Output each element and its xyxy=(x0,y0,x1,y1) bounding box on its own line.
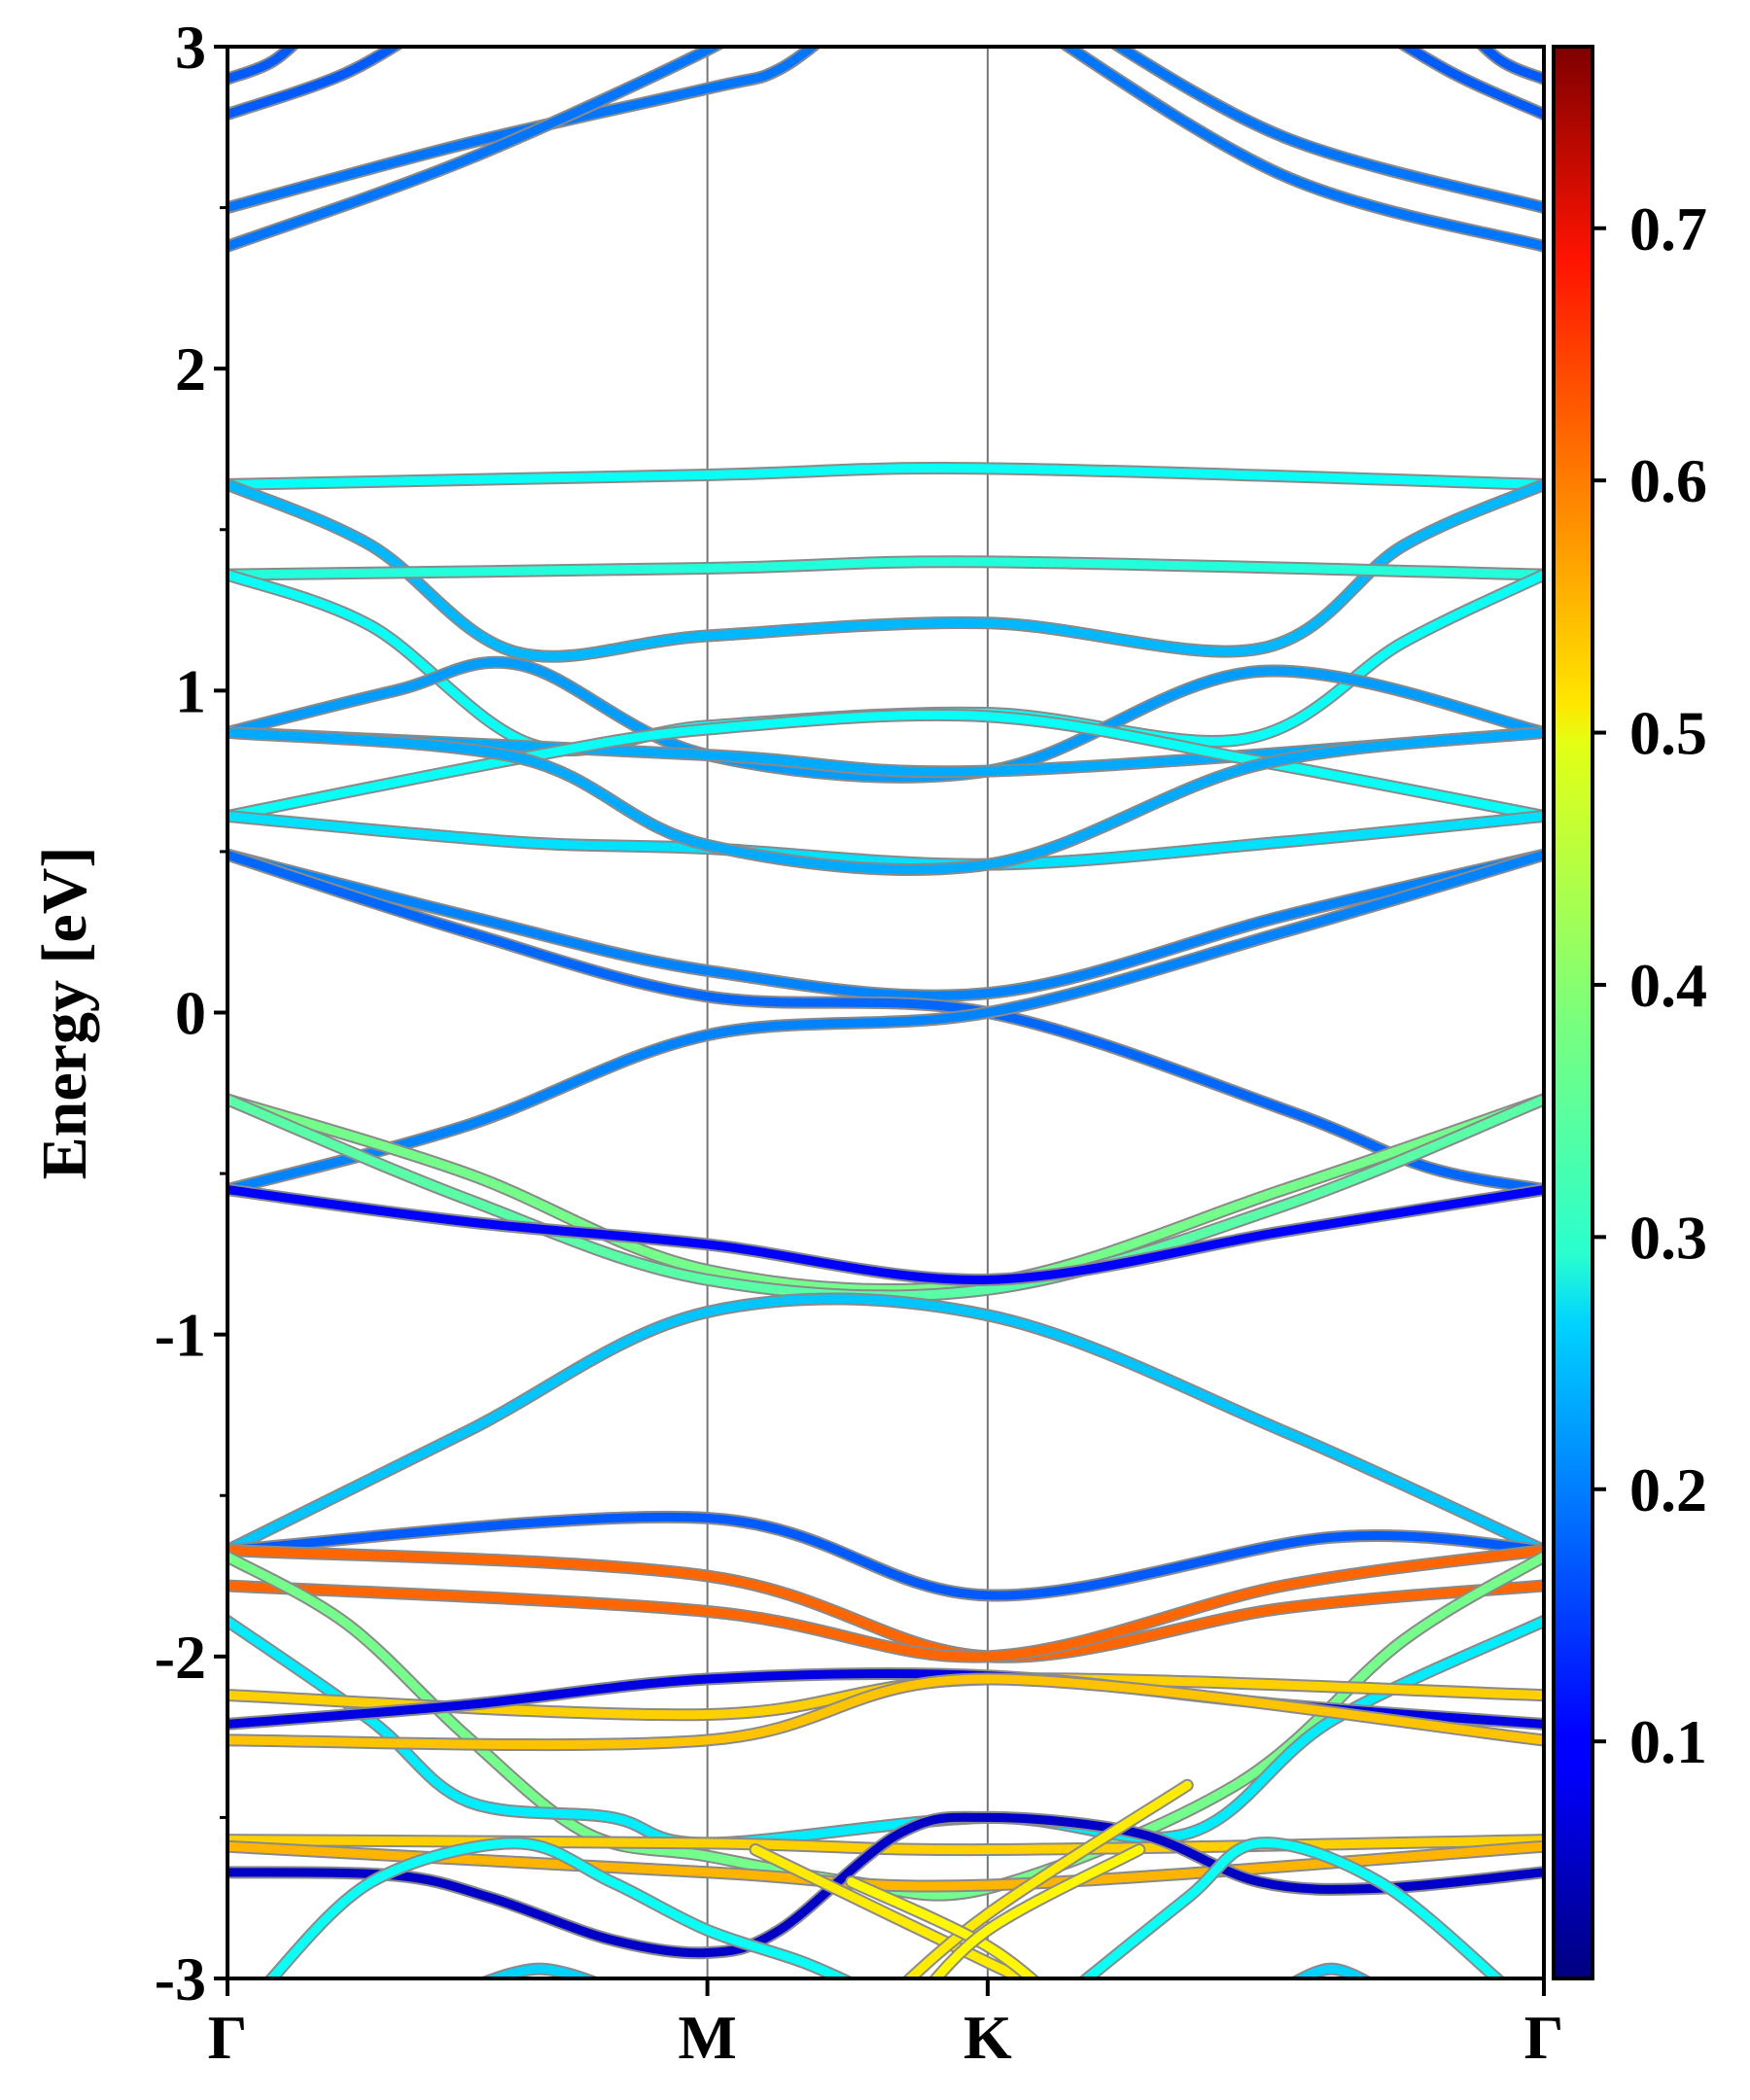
x-tick-label: K xyxy=(963,2003,1012,2072)
band-line xyxy=(228,657,1544,782)
band-outline xyxy=(228,47,727,253)
band-outline xyxy=(228,1183,1544,1286)
band xyxy=(845,1875,1041,1978)
band xyxy=(928,1843,1146,1978)
band-line xyxy=(228,727,1544,874)
band xyxy=(228,708,1544,822)
band-line xyxy=(228,1836,1544,1855)
y-tick-label: -2 xyxy=(155,1623,206,1692)
band xyxy=(228,1544,1544,1663)
band-line xyxy=(228,850,1544,1195)
colorbar-tick-label: 0.7 xyxy=(1629,194,1707,263)
band-line xyxy=(228,1546,1544,1662)
band-line xyxy=(1061,47,1544,251)
band-line xyxy=(228,47,402,120)
colorbar xyxy=(1552,45,1594,1980)
band-line xyxy=(228,811,1544,869)
band-line xyxy=(1477,47,1544,84)
colorbar-tick-label: 0.5 xyxy=(1629,699,1707,768)
band xyxy=(1076,1837,1507,1978)
band-line xyxy=(228,464,1544,489)
colorbar-tick-label: 0.4 xyxy=(1629,951,1707,1020)
band-line xyxy=(228,1616,1544,1848)
colorbar-tick-label: 0.1 xyxy=(1629,1707,1707,1776)
band-line xyxy=(228,1294,1544,1556)
band-line xyxy=(228,47,298,84)
band xyxy=(228,725,1544,876)
band xyxy=(1394,47,1544,122)
band xyxy=(1057,47,1544,253)
band xyxy=(228,1810,1544,1960)
band xyxy=(228,47,822,215)
x-tick-label: Γ xyxy=(208,2003,248,2072)
band xyxy=(228,1183,1544,1286)
band-line xyxy=(481,1964,597,1978)
colorbar-tick-label: 0.3 xyxy=(1629,1203,1707,1272)
band-line xyxy=(228,850,1544,1000)
band xyxy=(1288,1962,1375,1978)
band-line xyxy=(228,1095,1544,1295)
band xyxy=(228,1672,1544,1752)
band-line xyxy=(228,47,820,213)
band-line xyxy=(228,1185,1544,1284)
band-line xyxy=(228,1674,1544,1750)
band xyxy=(228,1834,1544,1857)
y-tick-label: 0 xyxy=(175,979,206,1048)
band xyxy=(228,47,300,86)
band xyxy=(228,47,727,253)
band xyxy=(228,1614,1544,1850)
colorbar-tick-label: 0.2 xyxy=(1629,1455,1707,1524)
band-line xyxy=(903,1780,1192,1978)
band xyxy=(228,1093,1544,1297)
y-tick-label: -1 xyxy=(155,1301,206,1370)
band-line xyxy=(228,710,1544,821)
band-line xyxy=(1080,1838,1504,1978)
band-line xyxy=(1292,1964,1371,1978)
band xyxy=(476,1962,603,1978)
x-tick-label: Γ xyxy=(1524,2003,1564,2072)
band xyxy=(228,555,1544,581)
colorbar-axis: 0.1 0.2 0.3 0.4 0.5 0.6 0.7 xyxy=(1592,194,1707,1776)
band xyxy=(228,809,1544,871)
y-tick-label: 1 xyxy=(175,656,206,725)
band xyxy=(228,47,406,122)
y-tick-label: 3 xyxy=(175,13,206,82)
band-line xyxy=(265,1838,852,1978)
band-line xyxy=(228,47,723,251)
y-tick-label: 2 xyxy=(175,334,206,403)
band-outline xyxy=(228,1614,1544,1850)
band-line xyxy=(228,557,1544,579)
band xyxy=(1474,47,1544,86)
band xyxy=(228,462,1544,491)
band-line xyxy=(228,1512,1544,1600)
band-line xyxy=(930,1845,1144,1978)
band xyxy=(228,848,1544,1002)
band xyxy=(900,1778,1194,1978)
colorbar-tick-label: 0.6 xyxy=(1629,446,1707,515)
band-line xyxy=(847,1877,1038,1978)
x-tick-label: M xyxy=(678,2003,736,2072)
y-tick-label: -3 xyxy=(155,1944,206,2013)
bands xyxy=(228,47,1544,1978)
band-line xyxy=(1398,47,1544,120)
band xyxy=(228,655,1544,784)
band xyxy=(228,848,1544,1197)
y-axis: 3 2 1 0 -1 -2 -3 xyxy=(155,13,228,2013)
band-line xyxy=(1110,47,1544,213)
band xyxy=(1107,47,1544,215)
band xyxy=(228,1510,1544,1602)
band xyxy=(262,1837,857,1978)
band-line xyxy=(228,1812,1544,1958)
band xyxy=(228,1292,1544,1558)
y-axis-title: Energy [eV] xyxy=(29,847,100,1180)
band-outline xyxy=(228,1292,1544,1558)
